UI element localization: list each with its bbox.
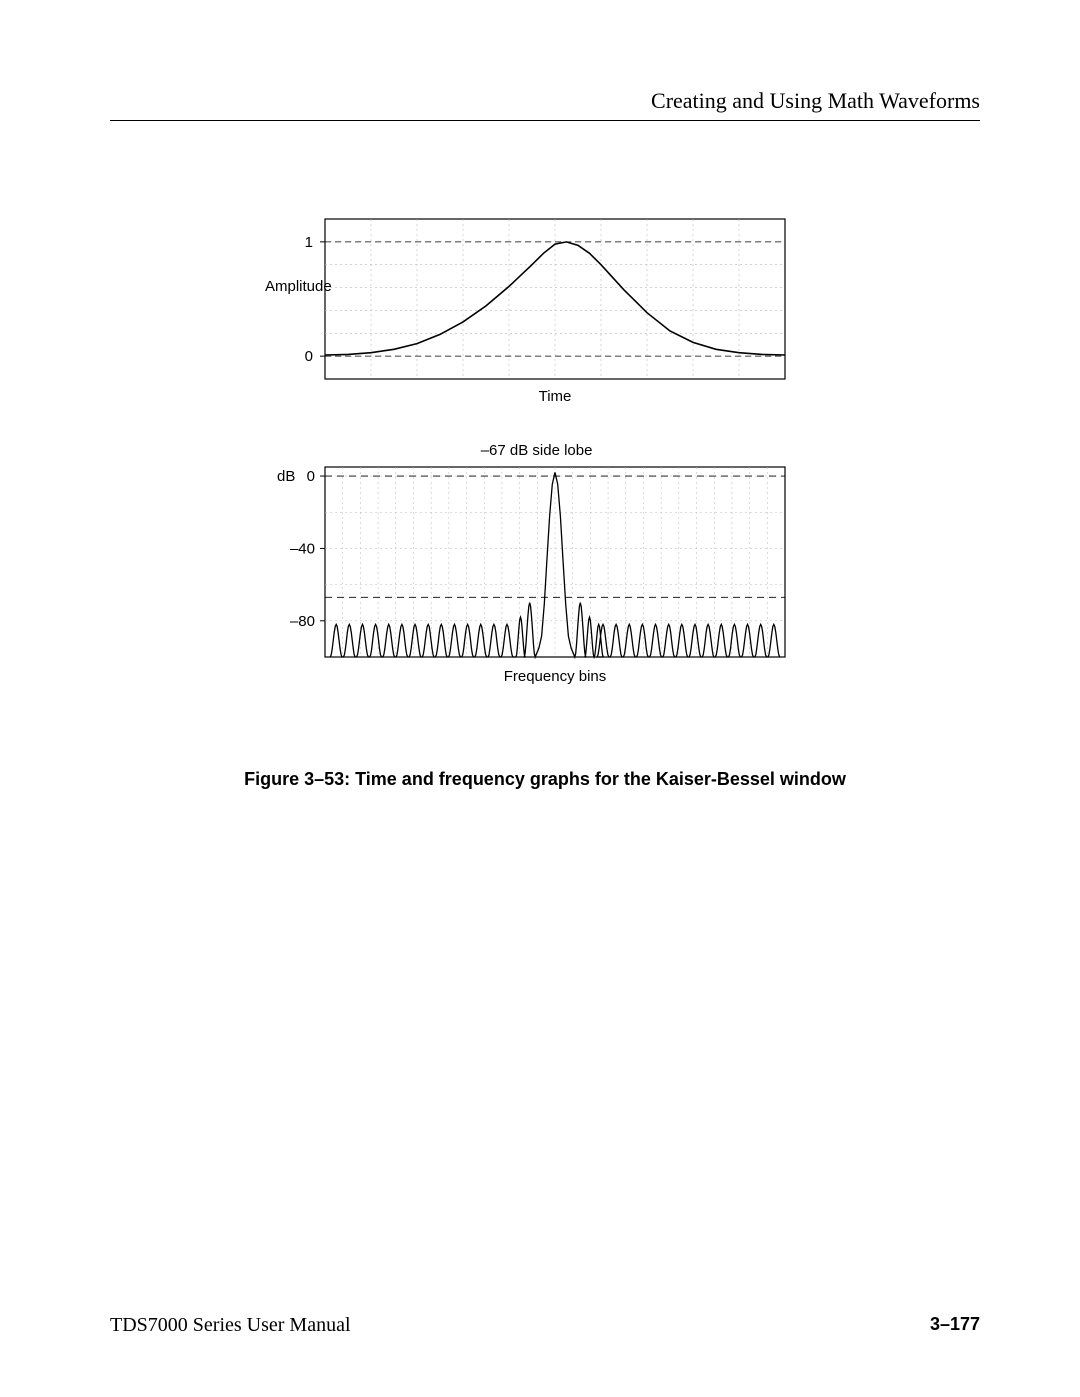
page-number: 3–177 — [930, 1314, 980, 1337]
svg-text:Time: Time — [539, 388, 572, 405]
svg-text:0: 0 — [305, 348, 313, 365]
time-domain-chart: Amplitude 1 0 Time — [265, 211, 825, 411]
svg-text:Amplitude: Amplitude — [265, 278, 332, 295]
manual-title: TDS7000 Series User Manual — [110, 1314, 351, 1337]
freq-chart-svg: –67 dB side lobe dB 0 –40 –80 Frequency bins — [265, 441, 825, 691]
page-header: Creating and Using Math Waveforms — [110, 88, 980, 121]
svg-text:1: 1 — [305, 234, 313, 251]
svg-text:dB: dB — [277, 468, 295, 485]
section-title: Creating and Using Math Waveforms — [651, 88, 980, 113]
figure-caption: Figure 3–53: Time and frequency graphs f… — [244, 769, 846, 790]
figure-area: Amplitude 1 0 Time –67 dB side lobe dB 0 –40 –8… — [110, 211, 980, 790]
svg-text:–80: –80 — [290, 613, 315, 630]
freq-domain-chart: –67 dB side lobe dB 0 –40 –80 Frequency bins — [265, 441, 825, 691]
svg-text:–67 dB side lobe: –67 dB side lobe — [481, 442, 593, 459]
svg-text:Frequency bins: Frequency bins — [504, 668, 607, 685]
svg-text:0: 0 — [307, 468, 315, 485]
time-chart-svg: Amplitude 1 0 Time — [265, 211, 825, 411]
page-footer: TDS7000 Series User Manual 3–177 — [110, 1314, 980, 1337]
svg-text:–40: –40 — [290, 540, 315, 557]
